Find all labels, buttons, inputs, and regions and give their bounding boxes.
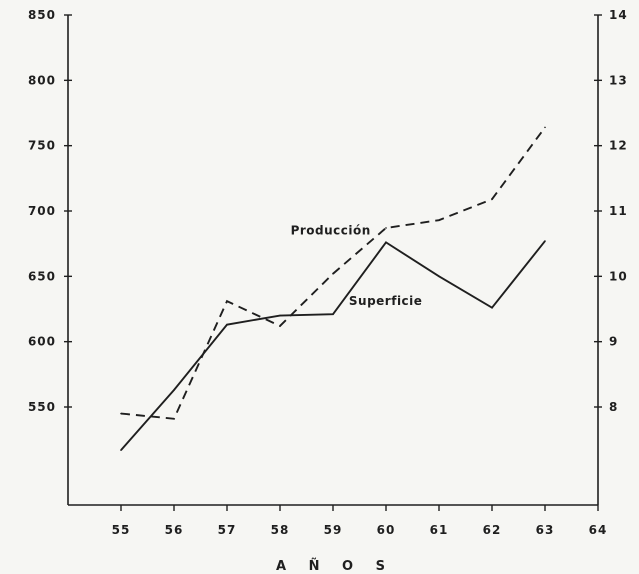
data-point <box>438 275 440 278</box>
x-axis-label: A Ñ O S <box>276 558 394 574</box>
right-tick-label: 13 <box>609 73 628 87</box>
left-tick-label: 650 <box>28 269 56 283</box>
right-tick-label: 14 <box>609 8 628 22</box>
x-tick-label: 58 <box>271 523 290 537</box>
x-tick-label: 57 <box>218 523 237 537</box>
x-tick-label: 59 <box>324 523 343 537</box>
data-point <box>544 126 546 129</box>
data-point <box>491 198 493 201</box>
data-point <box>120 412 122 415</box>
data-point <box>279 314 281 317</box>
x-tick-label: 55 <box>112 523 131 537</box>
data-point <box>226 323 228 326</box>
left-tick-label: 750 <box>28 139 56 153</box>
left-tick-label: 550 <box>28 400 56 414</box>
right-tick-label: 8 <box>609 400 618 414</box>
data-point <box>120 449 122 451</box>
tick-labels: 850 800 750 700 650 600 550 14 13 12 11 10 9 8 55 56 57 5… <box>28 8 628 537</box>
data-point <box>385 227 387 229</box>
series-lines <box>120 126 546 451</box>
left-tick-label: 800 <box>28 73 56 87</box>
x-tick-label: 60 <box>377 523 396 537</box>
data-point <box>332 313 334 316</box>
data-point <box>385 241 387 244</box>
x-tick-label: 61 <box>430 523 449 537</box>
data-point <box>226 300 228 302</box>
x-tick-label: 62 <box>483 523 502 537</box>
x-tick-label: 56 <box>165 523 184 537</box>
data-point <box>173 389 175 391</box>
series-line-superficie <box>120 240 546 451</box>
right-tick-label: 11 <box>609 204 628 218</box>
data-point <box>491 306 493 309</box>
x-tick-label: 64 <box>589 523 608 537</box>
right-tick-label: 9 <box>609 335 618 349</box>
data-point <box>279 325 281 327</box>
right-tick-label: 12 <box>609 139 628 153</box>
data-point <box>544 240 546 242</box>
data-point <box>173 417 175 420</box>
right-tick-label: 10 <box>609 269 628 283</box>
x-tick-label: 63 <box>536 523 555 537</box>
series-annotation: Superficie <box>349 294 423 308</box>
series-annotation: Producción <box>291 224 371 238</box>
data-point <box>332 272 334 275</box>
axes <box>64 14 602 511</box>
left-tick-label: 850 <box>28 8 56 22</box>
left-tick-label: 700 <box>28 204 56 218</box>
data-point <box>438 219 440 221</box>
annotations: Producción Superficie <box>291 224 423 309</box>
left-tick-label: 600 <box>28 335 56 349</box>
